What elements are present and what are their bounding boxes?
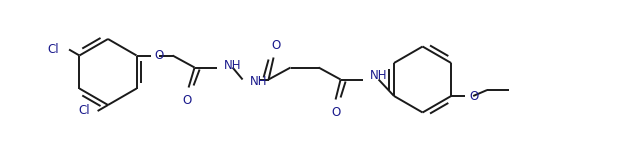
Text: Cl: Cl (78, 105, 90, 117)
Text: O: O (155, 49, 164, 62)
Text: O: O (469, 90, 479, 102)
Text: O: O (271, 39, 280, 51)
Text: O: O (331, 106, 340, 118)
Text: O: O (182, 93, 191, 106)
Text: NH: NH (369, 69, 387, 82)
Text: NH: NH (250, 75, 267, 88)
Text: Cl: Cl (47, 43, 59, 56)
Text: NH: NH (223, 59, 241, 72)
